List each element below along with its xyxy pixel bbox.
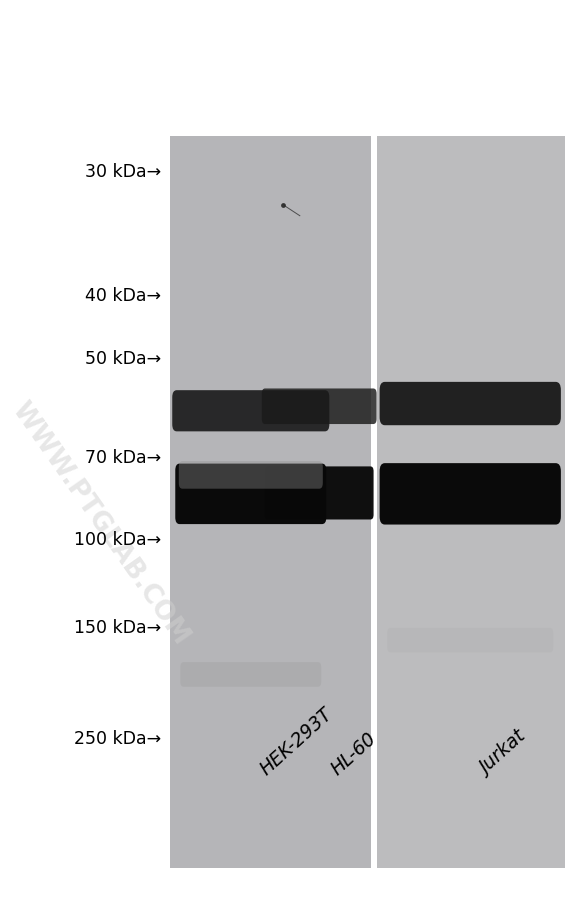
Bar (170, 137, 371, 868)
Text: WWW.PTGLAB.COM: WWW.PTGLAB.COM (6, 397, 194, 649)
FancyBboxPatch shape (380, 464, 561, 525)
Text: 30 kDa→: 30 kDa→ (85, 162, 161, 180)
FancyBboxPatch shape (179, 462, 323, 489)
FancyBboxPatch shape (172, 391, 329, 432)
Bar (377, 137, 565, 868)
FancyBboxPatch shape (380, 382, 561, 426)
FancyBboxPatch shape (262, 389, 377, 425)
Text: 250 kDa→: 250 kDa→ (74, 729, 161, 747)
FancyBboxPatch shape (176, 465, 326, 525)
Text: 70 kDa→: 70 kDa→ (85, 448, 161, 466)
FancyBboxPatch shape (265, 467, 373, 520)
Text: 150 kDa→: 150 kDa→ (74, 618, 161, 636)
FancyBboxPatch shape (387, 628, 553, 653)
Text: Jurkat: Jurkat (476, 728, 530, 778)
Text: HEK-293T: HEK-293T (256, 704, 336, 778)
Text: 100 kDa→: 100 kDa→ (74, 530, 161, 548)
Text: 50 kDa→: 50 kDa→ (85, 350, 161, 368)
Text: HL-60: HL-60 (328, 729, 380, 778)
FancyBboxPatch shape (180, 662, 321, 687)
Bar (371, 137, 377, 868)
Text: 40 kDa→: 40 kDa→ (86, 287, 161, 305)
